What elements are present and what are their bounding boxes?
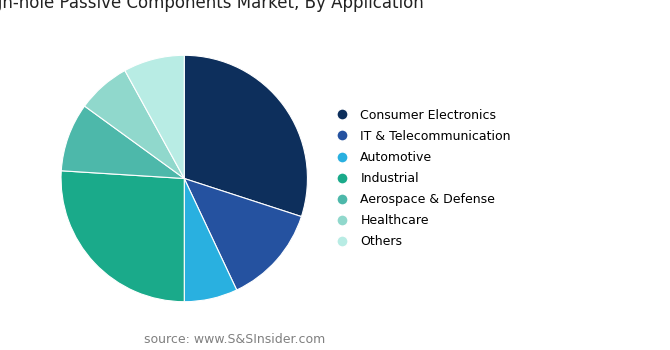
Text: source: www.S&SInsider.com: source: www.S&SInsider.com: [144, 333, 325, 346]
Wedge shape: [125, 55, 184, 178]
Wedge shape: [61, 106, 184, 178]
Wedge shape: [84, 71, 184, 178]
Wedge shape: [184, 178, 302, 290]
Title: Through-hole Passive Components Market, By Application: Through-hole Passive Components Market, …: [0, 0, 424, 12]
Wedge shape: [184, 178, 237, 302]
Wedge shape: [184, 55, 308, 217]
Legend: Consumer Electronics, IT & Telecommunication, Automotive, Industrial, Aerospace : Consumer Electronics, IT & Telecommunica…: [329, 108, 511, 248]
Wedge shape: [61, 171, 184, 302]
